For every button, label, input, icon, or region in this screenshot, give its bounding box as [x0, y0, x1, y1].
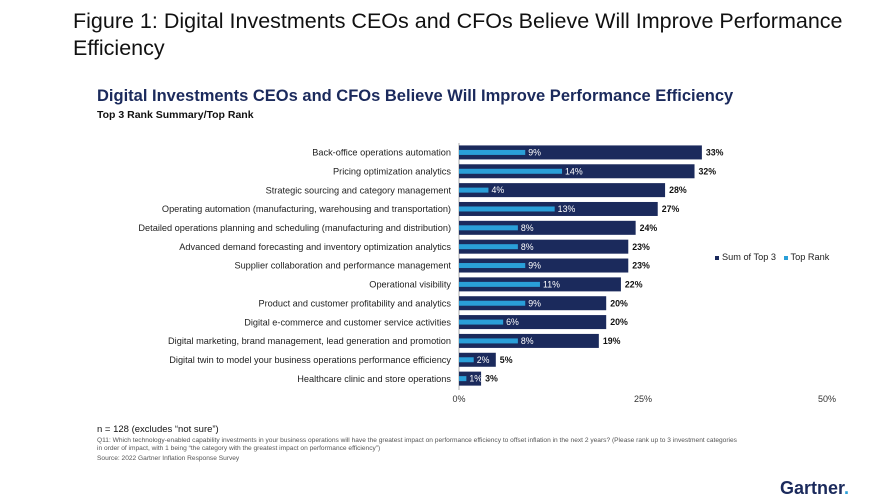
- top-rank-value-label: 9%: [528, 298, 541, 308]
- x-tick-label: 0%: [452, 394, 465, 404]
- bar-sum-of-top-3: [459, 164, 695, 179]
- category-label: Digital marketing, brand management, lea…: [168, 336, 451, 346]
- category-label: Back-office operations automation: [312, 148, 451, 158]
- legend-swatch-sum: [715, 255, 719, 260]
- bar-sum-of-top-3: [459, 145, 702, 160]
- top-rank-value-label: 1%: [469, 374, 482, 384]
- chart-title: Digital Investments CEOs and CFOs Believ…: [97, 87, 734, 105]
- chart-legend: Sum of Top 3 Top Rank: [715, 252, 834, 262]
- top-rank-value-label: 14%: [565, 166, 583, 176]
- category-label: Detailed operations planning and schedul…: [138, 223, 451, 233]
- top-rank-value-label: 13%: [558, 204, 576, 214]
- legend-swatch-top: [783, 255, 788, 260]
- category-label: Digital twin to model your business oper…: [169, 355, 451, 365]
- bar-sum-of-top-3: [459, 258, 629, 273]
- top-rank-value-label: 6%: [506, 317, 519, 327]
- top-rank-value-label: 8%: [521, 242, 534, 252]
- bar-sum-of-top-3: [459, 315, 607, 330]
- category-label: Operational visibility: [369, 280, 451, 290]
- bar-top-rank: [459, 281, 540, 287]
- bar-top-rank: [459, 263, 526, 269]
- top-rank-value-label: 8%: [521, 336, 534, 346]
- legend-item-sum: Sum of Top 3: [715, 252, 776, 262]
- bar-top-rank: [459, 338, 518, 344]
- bar-top-rank: [459, 300, 526, 306]
- sum-value-label: 32%: [699, 166, 717, 176]
- gartner-logo: Gartner.: [780, 478, 849, 499]
- sum-value-label: 28%: [669, 185, 687, 195]
- category-label: Pricing optimization analytics: [333, 166, 451, 176]
- bar-top-rank: [459, 187, 489, 193]
- top-rank-value-label: 9%: [528, 148, 541, 158]
- bar-sum-of-top-3: [459, 183, 666, 198]
- sum-value-label: 24%: [640, 223, 658, 233]
- brand-dot: .: [844, 478, 850, 498]
- top-rank-value-label: 11%: [543, 279, 560, 289]
- brand-name: Gartner: [780, 478, 845, 498]
- bar-sum-of-top-3: [459, 352, 496, 367]
- bar-top-rank: [459, 376, 467, 382]
- sum-value-label: 22%: [625, 279, 643, 289]
- bar-sum-of-top-3: [459, 201, 658, 216]
- top-rank-value-label: 4%: [491, 185, 504, 195]
- category-label: Healthcare clinic and store operations: [297, 374, 451, 384]
- sum-value-label: 5%: [500, 355, 513, 365]
- source-note: Source: 2022 Gartner Inflation Response …: [97, 455, 240, 462]
- bar-sum-of-top-3: [459, 239, 629, 254]
- bar-sum-of-top-3: [459, 220, 636, 235]
- sum-value-label: 23%: [632, 261, 650, 271]
- sum-value-label: 20%: [610, 298, 628, 308]
- bar-top-rank: [459, 168, 563, 174]
- sum-value-label: 19%: [603, 336, 621, 346]
- bar-top-rank: [459, 319, 504, 325]
- figure-title: Figure 1: Digital Investments CEOs and C…: [73, 9, 843, 60]
- bar-top-rank: [459, 244, 518, 250]
- bar-sum-of-top-3: [459, 333, 599, 348]
- sum-value-label: 23%: [632, 242, 650, 252]
- category-label: Digital e-commerce and customer service …: [244, 317, 451, 327]
- bar-top-rank: [459, 149, 526, 155]
- x-tick-label: 50%: [818, 394, 836, 404]
- top-rank-value-label: 9%: [528, 261, 541, 271]
- legend-item-top: Top Rank: [783, 252, 830, 262]
- category-label: Strategic sourcing and category manageme…: [266, 185, 452, 195]
- sample-size-note: n = 128 (excludes “not sure”): [97, 424, 219, 435]
- sum-value-label: 33%: [706, 148, 724, 158]
- question-note: Q11: Which technology-enabled capability…: [97, 437, 737, 452]
- top-rank-value-label: 2%: [477, 355, 490, 365]
- bar-top-rank: [459, 357, 474, 363]
- bar-top-rank: [459, 206, 555, 212]
- bar-top-rank: [459, 225, 518, 231]
- sum-value-label: 3%: [485, 374, 498, 384]
- category-label: Operating automation (manufacturing, war…: [162, 204, 451, 214]
- x-tick-label: 25%: [634, 394, 652, 404]
- category-label: Advanced demand forecasting and inventor…: [179, 242, 451, 252]
- bar-sum-of-top-3: [459, 371, 482, 386]
- chart-subtitle: Top 3 Rank Summary/Top Rank: [97, 109, 254, 121]
- sum-value-label: 27%: [662, 204, 680, 214]
- sum-value-label: 20%: [610, 317, 628, 327]
- legend-label-top: Top Rank: [790, 252, 830, 262]
- top-rank-value-label: 8%: [521, 223, 534, 233]
- category-label: Product and customer profitability and a…: [258, 298, 451, 308]
- legend-label-sum: Sum of Top 3: [722, 252, 776, 262]
- bar-sum-of-top-3: [459, 296, 607, 311]
- category-label: Supplier collaboration and performance m…: [234, 261, 451, 271]
